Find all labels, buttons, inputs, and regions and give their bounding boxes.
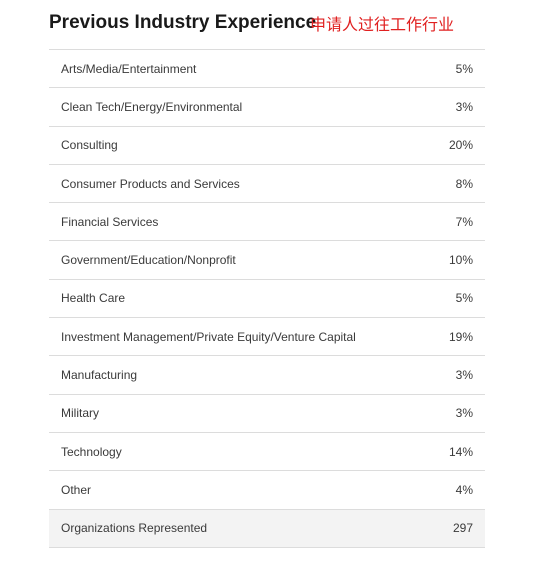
- row-value: 7%: [455, 214, 473, 229]
- table-row: Consulting 20%: [49, 127, 485, 165]
- industry-table: Arts/Media/Entertainment 5% Clean Tech/E…: [49, 49, 485, 548]
- table-row: Government/Education/Nonprofit 10%: [49, 241, 485, 280]
- total-value: 297: [452, 521, 473, 536]
- row-value: 20%: [448, 138, 473, 153]
- row-label: Other: [61, 482, 92, 497]
- row-label: Consulting: [61, 138, 118, 153]
- row-value: 3%: [455, 406, 473, 421]
- row-label: Government/Education/Nonprofit: [61, 253, 236, 268]
- table-row: Financial Services 7%: [49, 203, 485, 242]
- row-value: 19%: [448, 329, 473, 344]
- row-value: 4%: [455, 482, 473, 497]
- row-value: 3%: [455, 368, 473, 383]
- row-label: Investment Management/Private Equity/Ven…: [61, 329, 356, 344]
- row-label: Technology: [61, 444, 122, 459]
- table-row: Technology 14%: [49, 433, 485, 472]
- header: Previous Industry Experience 申请人过往工作行业: [49, 10, 529, 40]
- table-row: Military 3%: [49, 395, 485, 433]
- table-row: Health Care 5%: [49, 280, 485, 319]
- page-title: Previous Industry Experience: [49, 12, 317, 33]
- table-row: Other 4%: [49, 471, 485, 510]
- table-row: Arts/Media/Entertainment 5%: [49, 50, 485, 89]
- total-label: Organizations Represented: [61, 521, 208, 536]
- row-label: Consumer Products and Services: [61, 176, 240, 191]
- row-label: Clean Tech/Energy/Environmental: [61, 99, 243, 114]
- row-label: Military: [61, 406, 99, 421]
- row-value: 8%: [455, 176, 473, 191]
- row-label: Manufacturing: [61, 368, 138, 383]
- row-value: 14%: [448, 444, 473, 459]
- row-label: Arts/Media/Entertainment: [61, 61, 197, 76]
- annotation-text: 申请人过往工作行业: [310, 15, 455, 34]
- total-row: Organizations Represented 297: [49, 509, 485, 548]
- table-row: Manufacturing 3%: [49, 356, 485, 395]
- row-value: 5%: [455, 291, 473, 306]
- row-value: 5%: [455, 61, 473, 76]
- table-row: Clean Tech/Energy/Environmental 3%: [49, 88, 485, 127]
- row-value: 3%: [455, 99, 473, 114]
- row-label: Financial Services: [61, 214, 159, 229]
- table-row: Consumer Products and Services 8%: [49, 165, 485, 204]
- table-row: Investment Management/Private Equity/Ven…: [49, 318, 485, 357]
- row-value: 10%: [448, 253, 473, 268]
- row-label: Health Care: [61, 291, 126, 306]
